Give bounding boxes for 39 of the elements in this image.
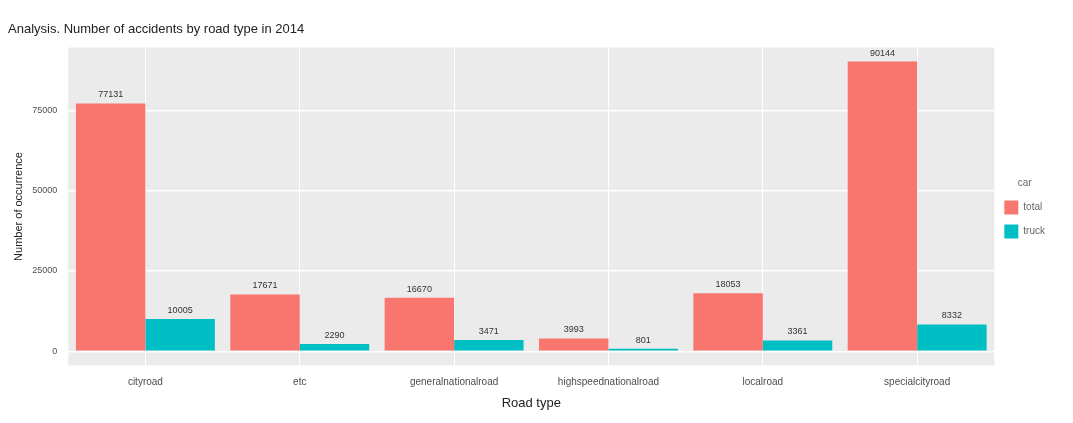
x-tick-label: cityroad — [127, 376, 163, 388]
data-label: 3471 — [478, 326, 499, 337]
x-tick-label: specialcityroad — [884, 376, 951, 388]
y-tick-label: 0 — [52, 345, 58, 356]
x-tick-label: etc — [293, 376, 307, 388]
bar — [145, 319, 215, 351]
bar — [384, 297, 455, 351]
data-label: 3993 — [563, 324, 584, 335]
data-label: 801 — [635, 334, 651, 345]
data-label: 18053 — [715, 279, 741, 290]
bar — [454, 340, 524, 351]
data-label: 90144 — [869, 47, 895, 58]
y-axis-title: Number of occurrence — [11, 152, 24, 261]
bar — [75, 103, 146, 351]
x-tick-label: generalnationalroad — [409, 376, 499, 388]
bar — [230, 294, 300, 351]
x-tick-label: highspeednationalroad — [557, 376, 660, 388]
data-label: 3361 — [787, 326, 808, 337]
y-tick-label: 50000 — [32, 185, 58, 196]
bar — [693, 293, 763, 351]
data-label: 10005 — [167, 305, 193, 316]
bar — [847, 61, 918, 351]
bar — [762, 340, 833, 351]
legend-label: truck — [1023, 225, 1046, 237]
y-tick-label: 75000 — [32, 104, 58, 115]
data-label: 16670 — [406, 283, 432, 294]
legend-label: total — [1023, 201, 1043, 213]
data-label: 2290 — [324, 329, 345, 340]
data-label: 8332 — [941, 310, 962, 321]
bar — [539, 338, 609, 351]
bar — [299, 343, 370, 351]
y-tick-label: 25000 — [32, 265, 58, 276]
data-label: 17671 — [252, 280, 278, 291]
legend-title: car — [1017, 177, 1033, 189]
data-label: 77131 — [98, 89, 124, 100]
x-axis-title: Road type — [501, 394, 561, 410]
x-tick-label: localroad — [742, 376, 784, 388]
bar — [917, 324, 987, 351]
chart-title: Analysis. Number of accidents by road type in 2014 — [8, 21, 305, 37]
